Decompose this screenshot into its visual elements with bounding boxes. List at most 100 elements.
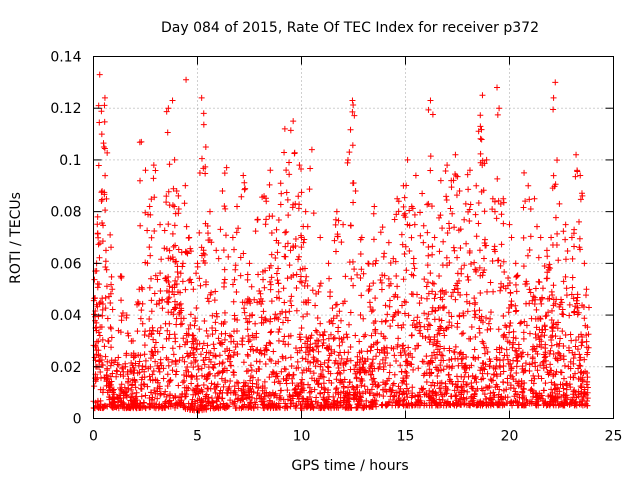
data-point [538,300,545,307]
data-point [560,278,567,285]
data-point [368,332,375,339]
data-point [477,112,484,119]
data-point [295,256,302,263]
data-point [393,358,400,365]
data-point [500,362,507,369]
data-point [321,328,328,335]
data-point [441,345,448,352]
data-point [426,333,433,340]
data-point [439,296,446,303]
data-point [472,311,479,318]
data-point [540,362,547,369]
data-point [567,331,574,338]
data-point [134,328,141,335]
data-point [583,332,590,339]
data-point [508,365,515,372]
data-point [392,402,399,409]
data-point [256,358,263,365]
data-point [141,351,148,358]
data-point [151,344,158,351]
data-point [183,249,190,256]
data-point [512,397,519,404]
data-point [454,270,461,277]
data-point [512,281,519,288]
data-point [298,325,305,332]
data-point [344,355,351,362]
data-point [101,94,108,101]
data-point [175,210,182,217]
data-point [479,319,486,326]
data-point [520,329,527,336]
data-point [263,198,270,205]
data-point [230,369,237,376]
data-point [441,332,448,339]
data-point [133,393,140,400]
data-point [310,347,317,354]
data-point [516,394,523,401]
data-point [578,342,585,349]
data-point [434,346,441,353]
data-point [409,205,416,212]
data-point [286,171,293,178]
data-point [175,382,182,389]
data-point [235,380,242,387]
data-point [369,360,376,367]
data-point [137,222,144,229]
data-point [494,175,501,182]
y-tick-label: 0.02 [50,360,81,376]
data-point [576,362,583,369]
data-point [220,247,227,254]
data-point [253,381,260,388]
data-point [366,390,373,397]
data-point [448,322,455,329]
data-point [400,402,407,409]
data-point [227,378,234,385]
data-point [558,299,565,306]
data-point [129,390,136,397]
data-point [298,344,305,351]
data-point [417,393,424,400]
data-point [439,262,446,269]
data-point [520,386,527,393]
data-point [98,375,105,382]
y-tick-label: 0.06 [50,256,81,272]
data-point [157,390,164,397]
data-point [93,376,100,383]
data-point [429,243,436,250]
data-point [448,356,455,363]
data-points [90,71,592,414]
data-point [325,368,332,375]
data-point [203,376,210,383]
data-point [362,388,369,395]
data-point [164,327,171,334]
data-point [246,260,253,267]
data-point [465,400,472,407]
data-point [514,351,521,358]
data-point [241,179,248,186]
data-point [239,403,246,410]
data-point [447,376,454,383]
data-point [277,387,284,394]
data-point [179,263,186,270]
data-point [138,393,145,400]
data-point [256,349,263,356]
data-point [367,304,374,311]
data-point [444,162,451,169]
data-point [567,396,574,403]
data-point [444,229,451,236]
data-point [259,298,266,305]
data-point [156,330,163,337]
data-point [345,384,352,391]
data-point [150,336,157,343]
data-point [380,379,387,386]
data-point [371,203,378,210]
data-point [402,299,409,306]
data-point [370,210,377,217]
data-point [229,234,236,241]
data-point [367,371,374,378]
data-point [119,364,126,371]
data-point [576,235,583,242]
data-point [307,359,314,366]
data-point [560,391,567,398]
data-point [572,400,579,407]
